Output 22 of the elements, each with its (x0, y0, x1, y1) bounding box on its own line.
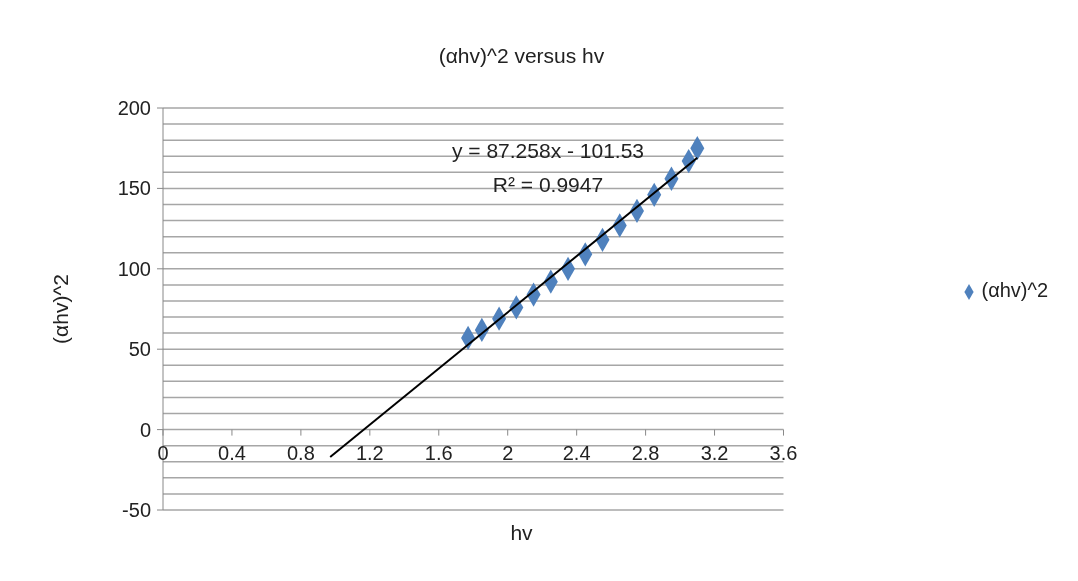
legend-label: (αhv)^2 (981, 279, 1048, 301)
y-tick-label: 200 (117, 97, 151, 119)
y-tick-label: -50 (122, 499, 151, 521)
y-axis-title: (αhv)^2 (49, 274, 72, 344)
x-tick-label: 1.2 (355, 441, 384, 464)
y-tick-label: 0 (139, 418, 151, 441)
x-tick-label: 2.8 (631, 441, 660, 464)
annotation: R² = 0.9947 (492, 173, 604, 196)
x-axis-title: hv (510, 521, 534, 544)
y-tick-label: 150 (117, 177, 151, 200)
x-tick-label: 0.4 (218, 441, 246, 464)
y-tick-label: 100 (117, 257, 151, 280)
annotation: y = 87.258x - 101.53 (451, 139, 645, 162)
x-tick-label: 0.8 (286, 441, 315, 464)
x-tick-label: 3.2 (700, 441, 729, 464)
x-tick-label: 1.6 (424, 441, 453, 464)
x-tick-label: 2 (502, 441, 514, 464)
x-tick-label: 2.4 (562, 441, 591, 464)
x-tick-label: 0 (157, 441, 169, 464)
x-tick-label: 3.6 (769, 441, 798, 464)
y-tick-label: 50 (128, 338, 151, 361)
chart-title: (αhv)^2 versus hv (438, 44, 605, 67)
